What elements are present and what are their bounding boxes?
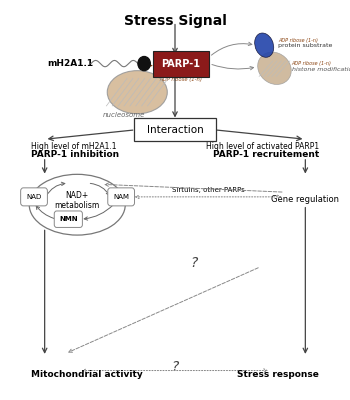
FancyBboxPatch shape (54, 211, 82, 228)
Text: ADP ribose (1-n): ADP ribose (1-n) (278, 38, 318, 42)
Ellipse shape (255, 33, 274, 57)
Text: NMN: NMN (59, 216, 78, 222)
Text: Mitochondrial activity: Mitochondrial activity (31, 370, 143, 379)
Text: PARP-1 inhibition: PARP-1 inhibition (31, 150, 119, 159)
FancyBboxPatch shape (153, 51, 209, 76)
Text: High level of mH2A1.1: High level of mH2A1.1 (31, 142, 117, 151)
Text: histone modification: histone modification (292, 67, 350, 72)
Text: Stress Signal: Stress Signal (124, 14, 226, 28)
Text: ADP ribose (1-n): ADP ribose (1-n) (160, 76, 202, 82)
Ellipse shape (107, 71, 167, 114)
Text: mH2A1.1: mH2A1.1 (47, 59, 93, 68)
Text: nucleosome: nucleosome (102, 112, 145, 118)
Text: Gene regulation: Gene regulation (271, 196, 340, 204)
Text: PARP-1: PARP-1 (161, 59, 201, 69)
Text: PARP-1 recruitement: PARP-1 recruitement (213, 150, 319, 159)
Text: High level of activated PARP1: High level of activated PARP1 (206, 142, 319, 151)
Text: NAM: NAM (113, 194, 129, 200)
Text: ?: ? (171, 360, 179, 374)
FancyBboxPatch shape (108, 188, 134, 206)
Circle shape (138, 56, 150, 71)
FancyBboxPatch shape (21, 188, 47, 206)
Text: NAD+
metabolism: NAD+ metabolism (55, 191, 100, 210)
Text: Interaction: Interaction (147, 125, 203, 135)
Text: Stress response: Stress response (237, 370, 319, 379)
Text: ?: ? (190, 256, 197, 270)
Text: NAD: NAD (26, 194, 42, 200)
Text: ADP ribose (1-n): ADP ribose (1-n) (292, 61, 331, 66)
FancyBboxPatch shape (134, 118, 216, 141)
Text: protein substrate: protein substrate (278, 44, 332, 48)
Ellipse shape (258, 52, 291, 84)
Text: Sirtuins, other PARPs: Sirtuins, other PARPs (172, 187, 245, 193)
